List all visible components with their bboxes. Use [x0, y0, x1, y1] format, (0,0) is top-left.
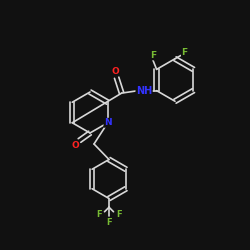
Text: F: F [96, 210, 102, 219]
Text: O: O [71, 141, 79, 150]
Text: F: F [150, 51, 156, 60]
Text: F: F [182, 48, 188, 57]
Text: F: F [116, 210, 122, 219]
Text: O: O [112, 67, 119, 76]
Text: NH: NH [136, 86, 152, 96]
Text: F: F [106, 218, 112, 227]
Text: N: N [104, 118, 112, 127]
